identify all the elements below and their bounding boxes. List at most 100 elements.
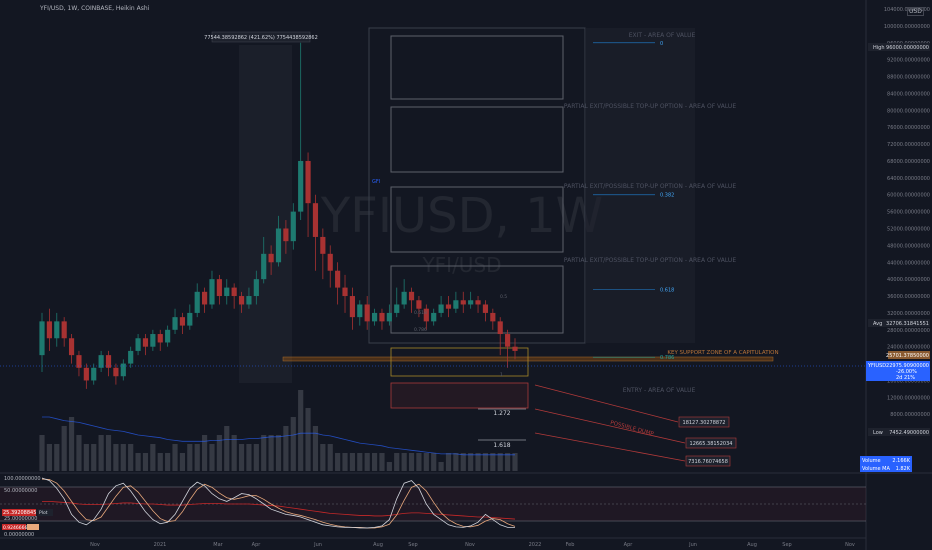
zone-box-partial-2 bbox=[390, 186, 564, 253]
osc-k-tag bbox=[2, 509, 36, 516]
price-tick-label: 88000.00000000 bbox=[887, 75, 930, 81]
osc-k-line bbox=[41, 477, 515, 529]
time-tick-label: Jun bbox=[688, 542, 697, 548]
candle-body bbox=[83, 367, 89, 381]
price-tick-label: 72000.00000000 bbox=[887, 142, 930, 148]
volume-bar bbox=[482, 453, 489, 471]
zone-label-partial-2: PARTIAL EXIT/POSSIBLE TOP-UP OPTION - AR… bbox=[564, 183, 736, 190]
candle-body bbox=[505, 334, 511, 347]
volume-ma-tag-label: Volume MA bbox=[862, 466, 890, 472]
osc-k-plot-label: Plot bbox=[39, 510, 48, 516]
volume-bar bbox=[268, 435, 274, 471]
time-tick-label: Jun bbox=[313, 542, 322, 548]
line-price-value: 25701.37850000 bbox=[886, 353, 929, 359]
volume-bar bbox=[445, 453, 452, 471]
measure-label-box bbox=[211, 31, 311, 43]
price-tick-label: 16000.00000000 bbox=[887, 378, 930, 384]
candle-body bbox=[238, 296, 245, 305]
candle-body bbox=[416, 300, 422, 309]
volume-bars bbox=[39, 390, 518, 471]
zone-label-partial-1: PARTIAL EXIT/POSSIBLE TOP-UP OPTION - AR… bbox=[564, 103, 736, 110]
time-tick-label: Aug bbox=[373, 542, 383, 548]
candle-body bbox=[202, 291, 208, 305]
time-tick-label: 2022 bbox=[529, 542, 542, 548]
price-tick-label: 44000.00000000 bbox=[887, 260, 930, 266]
volume-bar bbox=[172, 444, 178, 471]
volume-ma-tag bbox=[860, 464, 890, 472]
time-tick-label: Nov bbox=[90, 542, 100, 548]
volume-bar bbox=[105, 435, 112, 471]
osc-ma-line bbox=[42, 500, 516, 520]
dump-arrow-2 bbox=[534, 408, 686, 444]
time-tick-label: Mar bbox=[213, 542, 223, 548]
volume-bar bbox=[128, 444, 134, 471]
candle-body bbox=[512, 346, 518, 351]
chart-header: YFI/USD, 1W, COINBASE, Heikin Ashi bbox=[40, 5, 150, 12]
price-tick-label: 64000.00000000 bbox=[887, 176, 930, 182]
volume-bar bbox=[187, 444, 193, 471]
entry-box-lower bbox=[390, 382, 529, 409]
volume-bar bbox=[327, 444, 333, 471]
volume-tag bbox=[860, 456, 890, 464]
volume-bar bbox=[165, 453, 171, 471]
osc-d-value: 0.92466667 bbox=[3, 525, 30, 531]
volume-bar bbox=[83, 444, 89, 471]
fib-level-0-382-label: 0.382 bbox=[660, 193, 674, 199]
volume-bar bbox=[283, 426, 289, 471]
volume-value: 2.166K bbox=[892, 458, 910, 464]
price-tick-label: 56000.00000000 bbox=[887, 210, 930, 216]
volume-bar bbox=[312, 426, 319, 471]
zone-box-partial-3 bbox=[390, 265, 564, 334]
zone-label-panel bbox=[585, 28, 695, 343]
volume-bar bbox=[342, 453, 348, 471]
current-price-tag bbox=[866, 361, 930, 381]
currency-badge[interactable]: USD bbox=[907, 7, 924, 16]
fib-levels: 0 0.382 0.618 0.786 bbox=[593, 41, 674, 361]
time-tick-label: Apr bbox=[252, 542, 262, 548]
low-price-label: Low bbox=[873, 430, 883, 436]
osc-tick-25: 25.00000000 bbox=[4, 516, 37, 522]
current-price-countdown: 2d 21% bbox=[896, 375, 915, 381]
volume-bar bbox=[438, 462, 444, 471]
candle-body bbox=[490, 312, 496, 322]
candle-body bbox=[105, 355, 112, 368]
small-label-1: 1 bbox=[500, 372, 503, 378]
price-tick-label: 76000.00000000 bbox=[887, 125, 930, 131]
osc-tick-100: 100.00000000 bbox=[4, 476, 41, 482]
candle-body bbox=[172, 317, 178, 330]
candles bbox=[39, 42, 518, 389]
candle-body bbox=[335, 270, 341, 288]
candle-body bbox=[364, 304, 370, 322]
time-axis[interactable]: Nov 2021 Mar Apr Jun Aug Sep Nov 2022 Feb Apr Jun Au… bbox=[90, 542, 855, 548]
volume-bar bbox=[349, 453, 355, 471]
candle-body bbox=[386, 312, 392, 322]
volume-bar bbox=[194, 444, 200, 471]
volume-bar bbox=[76, 435, 82, 471]
candle-body bbox=[68, 338, 75, 356]
price-tick-label: 60000.00000000 bbox=[887, 193, 930, 199]
volume-bar bbox=[68, 417, 75, 471]
fib-level-0-label: 0 bbox=[660, 41, 663, 47]
candle-body bbox=[379, 312, 385, 322]
price-tick-label: 24000.00000000 bbox=[887, 345, 930, 351]
current-price-change: -26.00% bbox=[896, 369, 917, 375]
volume-bar bbox=[275, 435, 282, 471]
candle-body bbox=[453, 300, 459, 309]
fib-top-label: GFI bbox=[372, 179, 380, 185]
high-price-label: High bbox=[873, 45, 885, 51]
candle-body bbox=[46, 321, 52, 339]
candle-body bbox=[408, 291, 415, 301]
osc-tick-50: 50.00000000 bbox=[4, 488, 37, 494]
candle-body bbox=[327, 253, 333, 271]
volume-bar bbox=[179, 453, 186, 471]
time-tick-label: Aug bbox=[747, 542, 757, 548]
zone-box-partial-1 bbox=[390, 106, 564, 173]
fib-ext-label-1: 1.272 bbox=[493, 410, 510, 417]
price-tick-label: 80000.00000000 bbox=[887, 108, 930, 114]
volume-bar bbox=[379, 453, 385, 471]
candle-body bbox=[120, 363, 126, 377]
volume-bar bbox=[238, 444, 245, 471]
volume-bar bbox=[468, 453, 474, 471]
volume-ma-value-tag bbox=[890, 464, 912, 472]
